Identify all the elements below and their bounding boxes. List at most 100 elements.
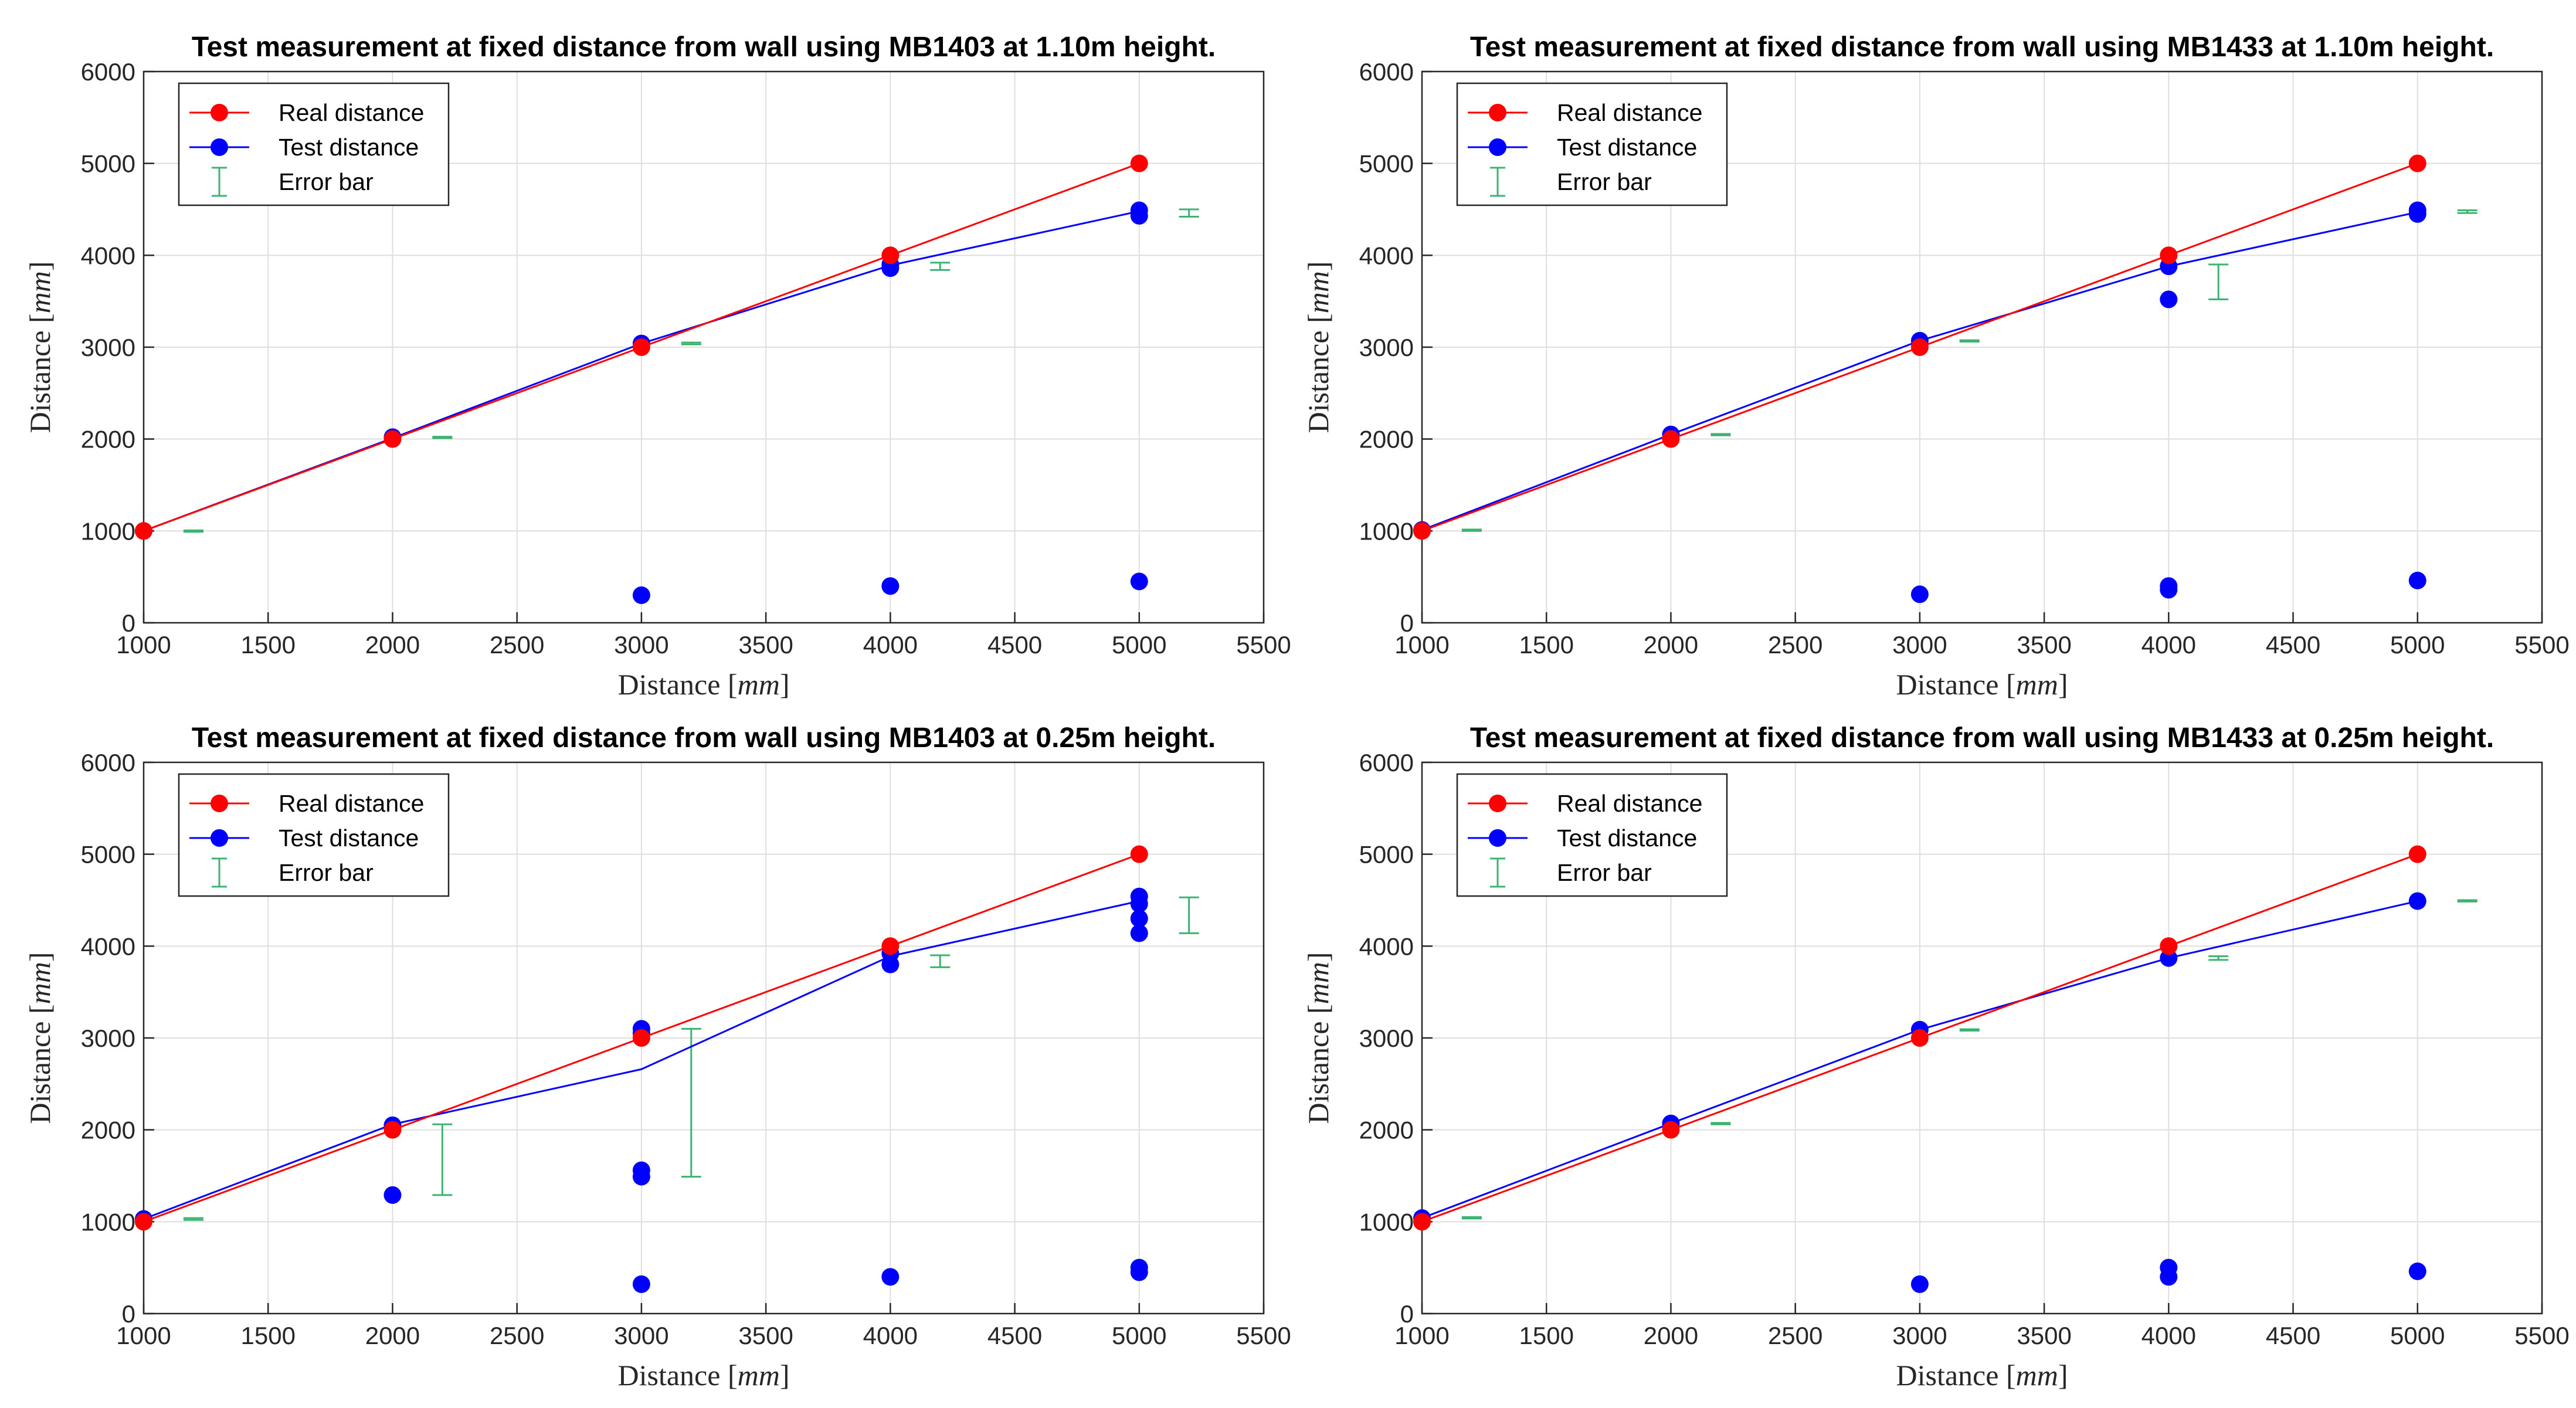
real-distance-point [1413, 522, 1431, 540]
x-axis-bracket-open: [ [2006, 668, 2016, 701]
y-axis-label-text: Distance [23, 1014, 56, 1124]
y-axis-label: Distance [mm] [1302, 262, 1335, 433]
test-distance-point [632, 1275, 650, 1293]
test-distance-point [1910, 1275, 1929, 1293]
real-distance-point [881, 937, 900, 955]
legend-label: Error bar [279, 859, 374, 886]
x-axis-bracket-open: [ [2006, 1359, 2016, 1392]
y-axis-unit: mm [1302, 962, 1335, 1004]
chart-title: Test measurement at fixed distance from … [192, 32, 1216, 63]
test-distance-point [1130, 895, 1148, 913]
legend-error-glyph [1490, 857, 1505, 888]
test-distance-point [2160, 1268, 2178, 1286]
test-distance-point [2160, 290, 2178, 308]
x-tick-label: 2500 [490, 631, 544, 659]
y-tick-label: 4000 [81, 242, 135, 269]
x-tick-label: 5000 [2390, 631, 2445, 659]
x-tick-label: 4000 [863, 1322, 918, 1349]
x-tick-label: 4500 [987, 1322, 1042, 1349]
y-tick-label: 6000 [81, 749, 135, 776]
legend-label: Real distance [1557, 99, 1702, 126]
legend-real-marker [211, 795, 228, 812]
x-axis-unit: mm [2016, 668, 2058, 701]
x-tick-label: 1000 [1394, 631, 1449, 659]
y-tick-label: 5000 [1359, 841, 1414, 868]
error-bar [681, 1027, 701, 1178]
legend-test-marker [211, 138, 228, 156]
x-tick-label: 1500 [241, 1322, 296, 1349]
test-distance-point [881, 955, 900, 973]
test-distance-point [2408, 892, 2426, 910]
real-distance-point [1130, 154, 1148, 172]
real-distance-point [632, 338, 650, 356]
legend-label: Test distance [1557, 134, 1697, 161]
test-distance-point [632, 1168, 650, 1186]
y-axis-bracket-close: ] [1302, 262, 1335, 272]
error-bar [930, 262, 951, 271]
real-distance-point [1130, 845, 1148, 863]
x-tick-label: 2500 [490, 1322, 544, 1349]
x-axis-label: Distance [mm] [618, 668, 790, 701]
x-axis-label: Distance [mm] [1896, 1359, 2068, 1392]
x-axis-label-text: Distance [618, 1359, 728, 1392]
y-tick-label: 2000 [1359, 1117, 1414, 1144]
y-tick-label: 1000 [1359, 1208, 1414, 1236]
error-bar [930, 954, 951, 968]
x-tick-label: 3500 [738, 631, 793, 659]
x-tick-label: 4000 [2141, 1322, 2196, 1349]
error-bar [2208, 955, 2229, 961]
x-tick-label: 3500 [738, 1322, 793, 1349]
error-bar [183, 530, 203, 533]
chart-panel-2: 1000 1500 2000 2500 3000 3500 4000 4500 5000 5500… [1302, 32, 2570, 701]
chart-title: Test measurement at fixed distance from … [192, 722, 1216, 754]
legend: Real distance Test distance Error bar [178, 82, 450, 206]
y-tick-label: 6000 [1359, 58, 1414, 86]
chart-panel-4: 1000 1500 2000 2500 3000 3500 4000 4500 5000 5500… [1302, 722, 2570, 1392]
y-tick-label: 3000 [1359, 334, 1414, 361]
y-tick-label: 5000 [1359, 150, 1414, 178]
x-tick-label: 1500 [241, 631, 296, 659]
legend-error-glyph [212, 857, 227, 888]
legend-real-marker [211, 104, 228, 121]
y-tick-label: 4000 [1359, 932, 1414, 960]
y-tick-label: 6000 [1359, 749, 1414, 776]
test-distance-point [1130, 572, 1148, 591]
error-bar [1461, 528, 1482, 532]
y-tick-label: 2000 [81, 426, 135, 453]
y-axis-unit: mm [23, 962, 56, 1004]
test-distance-point [383, 1186, 402, 1204]
test-distance-point [2408, 205, 2426, 223]
y-tick-label: 3000 [81, 1024, 135, 1052]
x-tick-label: 1000 [1394, 1322, 1449, 1349]
error-bar [432, 436, 453, 439]
x-axis-label: Distance [mm] [1896, 668, 2068, 701]
x-axis-bracket-open: [ [728, 668, 738, 701]
x-tick-label: 3000 [1892, 631, 1947, 659]
y-tick-label: 4000 [81, 932, 135, 960]
x-tick-label: 2000 [365, 631, 420, 659]
x-tick-label: 1000 [116, 631, 171, 659]
y-axis-bracket-open: [ [1302, 1004, 1335, 1014]
legend-test-marker [1489, 138, 1506, 156]
legend: Real distance Test distance Error bar [1456, 773, 1728, 897]
y-axis-bracket-open: [ [1302, 313, 1335, 323]
error-bar [1179, 896, 1199, 934]
x-tick-label: 4500 [2266, 631, 2320, 659]
error-bar [2457, 209, 2477, 214]
x-tick-label: 2000 [1644, 1322, 1698, 1349]
test-distance-point [1910, 585, 1929, 603]
y-tick-label: 2000 [1359, 426, 1414, 453]
test-distance-point [881, 1268, 900, 1286]
x-tick-label: 5500 [2514, 1322, 2569, 1349]
real-distance-point [1910, 1029, 1929, 1047]
x-axis-bracket-open: [ [728, 1359, 738, 1392]
x-tick-label: 2500 [1768, 1322, 1822, 1349]
real-distance-point [1662, 1121, 1680, 1139]
y-axis-label: Distance [mm] [23, 262, 56, 433]
legend-test-marker [1489, 829, 1506, 847]
x-axis-bracket-close: ] [2058, 1359, 2068, 1392]
legend-label: Real distance [279, 790, 424, 817]
y-axis-unit: mm [1302, 271, 1335, 313]
x-tick-label: 4000 [2141, 631, 2196, 659]
